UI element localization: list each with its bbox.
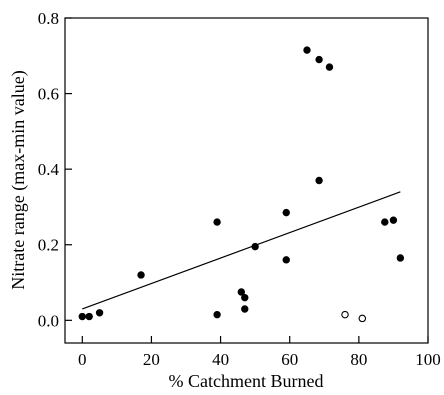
y-axis-label: Nitrate range (max-min value) [8,70,29,289]
x-axis-label: % Catchment Burned [169,371,324,391]
x-tick-label: 60 [281,350,298,369]
filled-data-point [282,256,290,264]
plot-frame [64,17,429,344]
filled-data-point [381,218,389,226]
filled-data-point [389,216,398,224]
x-tick-label: 100 [415,350,441,369]
x-tick-label: 40 [212,350,229,369]
filled-data-point [325,63,334,71]
filled-data-point [282,208,290,217]
y-tick-label: 0.6 [38,85,59,104]
regression-line [82,191,401,310]
filled-data-point [315,55,323,64]
filled-data-point [78,312,86,321]
x-tick-label: 20 [143,350,160,369]
y-tick-label: 0.0 [38,311,59,330]
data-points [78,46,405,323]
open-data-point [341,310,349,319]
y-tick-label: 0.4 [38,160,60,179]
x-tick-label: 80 [350,350,367,369]
filled-data-point [85,312,93,321]
filled-data-point [251,242,259,251]
filled-data-point [237,288,246,296]
x-axis: 0 20 40 60 80 100 [78,336,441,369]
plot-border [64,17,429,344]
open-data-point [358,314,367,323]
filled-data-point [315,176,323,185]
y-axis: 0.0 0.2 0.4 0.6 0.8 [38,9,72,330]
filled-data-point [396,254,405,262]
y-tick-label: 0.8 [38,9,59,28]
filled-data-point [137,271,145,279]
filled-data-point [303,46,311,54]
x-tick-label: 0 [78,350,87,369]
filled-data-point [95,309,104,317]
y-tick-label: 0.2 [38,236,59,255]
filled-data-point [213,310,221,319]
filled-data-point [241,293,249,302]
trendline-layer [82,191,401,310]
filled-data-point [241,305,249,313]
filled-data-point [213,218,221,226]
